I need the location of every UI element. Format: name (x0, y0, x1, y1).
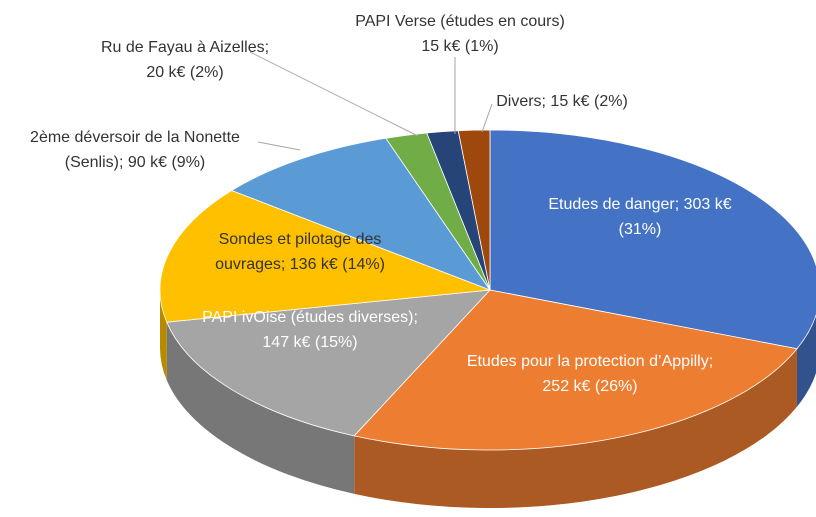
data-label: (31%) (619, 221, 662, 238)
data-label: (Senlis); 90 k€ (9%) (65, 154, 206, 171)
data-label: 252 k€ (26%) (542, 378, 637, 395)
leader-line (481, 103, 493, 133)
slice-side (796, 314, 816, 407)
data-label: 2ème déversoir de la Nonette (30, 129, 240, 146)
data-label: Divers; 15 k€ (2%) (496, 93, 628, 110)
data-label: Etudes de danger; 303 k€ (548, 196, 731, 213)
data-label: PAPI ivOise (études diverses); (202, 309, 418, 326)
data-label: PAPI Verse (études en cours) (355, 13, 565, 30)
slice (159, 190, 491, 323)
slice (353, 289, 798, 451)
data-label: 15 k€ (1%) (421, 38, 498, 55)
data-label: Ru de Fayau à Aizelles; (101, 39, 269, 56)
data-label: ouvrages; 136 k€ (14%) (215, 256, 385, 273)
leader-line (257, 141, 301, 151)
slice-side (166, 322, 355, 494)
data-label: Etudes pour la protection d’Appilly; (467, 353, 713, 370)
data-label: 147 k€ (15%) (262, 334, 357, 351)
slice-side (160, 290, 167, 381)
slice-side (354, 348, 797, 508)
leader-line (249, 51, 419, 137)
slice (489, 129, 816, 350)
data-label: 20 k€ (2%) (146, 64, 223, 81)
data-label: Sondes et pilotage des (219, 231, 382, 248)
slice (230, 137, 492, 291)
slice (166, 289, 492, 437)
slice (457, 129, 491, 291)
